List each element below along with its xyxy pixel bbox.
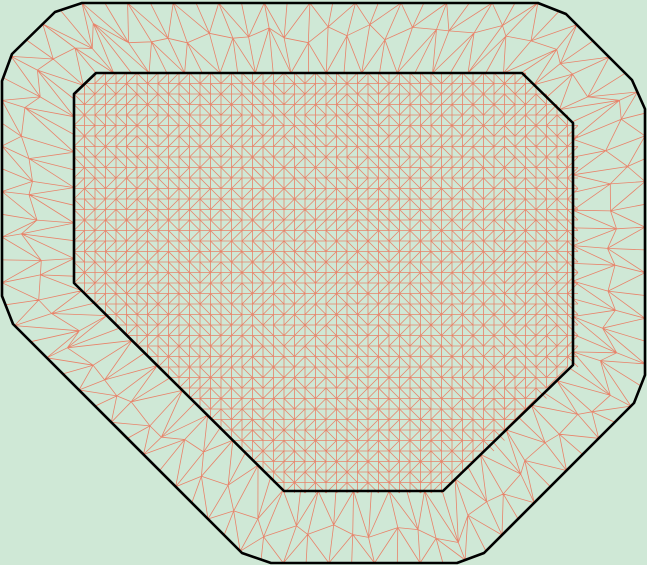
inner-boundary xyxy=(72,71,575,493)
